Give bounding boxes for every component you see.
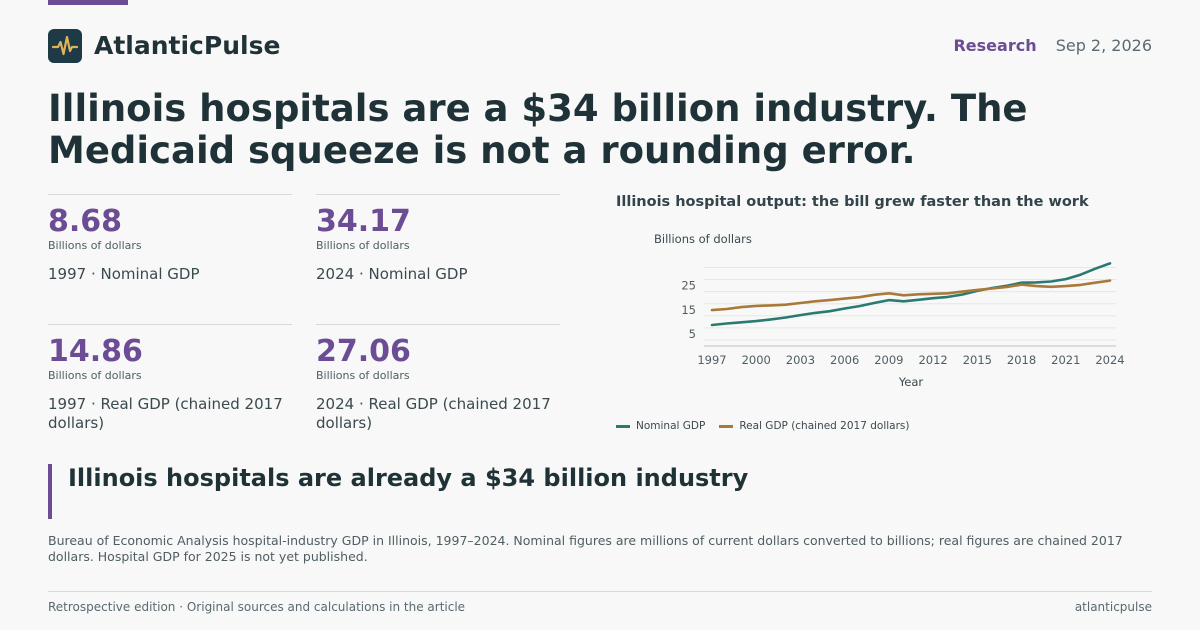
callout-heading: Illinois hospitals are already a $34 bil…	[68, 464, 749, 492]
x-tick-label: 2021	[1051, 353, 1080, 367]
stat-value: 34.17	[316, 204, 411, 239]
stat-unit: Billions of dollars	[48, 239, 142, 252]
section-link[interactable]: Research	[953, 36, 1037, 55]
x-tick-label: 2012	[918, 353, 947, 367]
chart-legend: Nominal GDP Real GDP (chained 2017 dollar…	[616, 420, 910, 432]
stat-label: 1997 · Real GDP (chained 2017 dollars)	[48, 395, 283, 432]
x-tick-label: 2009	[874, 353, 903, 367]
legend-swatch	[616, 424, 630, 428]
footer-divider	[48, 591, 1152, 592]
stat-label: 1997 · Nominal GDP	[48, 265, 200, 283]
legend-swatch	[719, 424, 734, 428]
stat-label: 2024 · Real GDP (chained 2017 dollars)	[316, 395, 551, 432]
stat-card: 27.06 Billions of dollars 2024 · Real GD…	[316, 324, 560, 433]
x-tick-label: 1997	[697, 353, 726, 367]
x-axis-label: Year	[898, 375, 924, 389]
legend-label: Real GDP (chained 2017 dollars)	[739, 420, 910, 432]
real-gdp-line	[710, 279, 1112, 312]
pulse-waveform-icon	[51, 35, 79, 56]
stat-label: 2024 · Nominal GDP	[316, 265, 468, 283]
footer-site[interactable]: atlanticpulse	[1074, 600, 1152, 614]
x-tick-label: 2006	[830, 353, 859, 367]
stat-unit: Billions of dollars	[316, 239, 410, 252]
x-tick-label: 2003	[786, 353, 815, 367]
publish-date: Sep 2, 2026	[1055, 36, 1152, 55]
brand-name[interactable]: AtlanticPulse	[94, 31, 281, 60]
y-axis-label: Billions of dollars	[654, 232, 752, 246]
stat-unit: Billions of dollars	[316, 369, 410, 382]
x-tick-label: 2024	[1095, 353, 1124, 367]
x-tick-label: 2018	[1007, 353, 1036, 367]
legend-item: Nominal GDP	[616, 420, 705, 432]
page-title: Illinois hospitals are a $34 billion ind…	[48, 87, 1028, 172]
stat-card: 14.86 Billions of dollars 1997 · Real GD…	[48, 324, 292, 433]
stat-card: 8.68 Billions of dollars 1997 · Nominal …	[48, 194, 292, 284]
x-tick-label: 2015	[963, 353, 992, 367]
x-tick-label: 2000	[742, 353, 771, 367]
stat-value: 8.68	[48, 204, 123, 239]
top-accent-bar	[48, 0, 128, 5]
nominal-gdp-line	[710, 262, 1112, 327]
stat-unit: Billions of dollars	[48, 369, 142, 382]
chart-title: Illinois hospital output: the bill grew …	[616, 194, 1089, 210]
footer-note: Retrospective edition · Original sources…	[48, 600, 466, 614]
y-tick-label: 15	[681, 303, 696, 317]
line-chart: 5 15 25 1997 2000 2003 2006 2009 2012 2015 2018 202…	[654, 232, 1125, 389]
stat-card: 34.17 Billions of dollars 2024 · Nominal…	[316, 194, 560, 284]
callout: Illinois hospitals are already a $34 bil…	[48, 464, 748, 519]
source-note: Bureau of Economic Analysis hospital-ind…	[48, 533, 1123, 564]
y-tick-label: 5	[689, 327, 696, 341]
brand-logo[interactable]	[48, 29, 82, 63]
stat-value: 27.06	[316, 334, 411, 369]
stat-value: 14.86	[48, 334, 143, 369]
legend-label: Nominal GDP	[636, 420, 706, 432]
legend-item: Real GDP (chained 2017 dollars)	[719, 420, 910, 432]
header-meta: Research Sep 2, 2026	[953, 34, 1152, 58]
y-tick-label: 25	[681, 279, 696, 293]
